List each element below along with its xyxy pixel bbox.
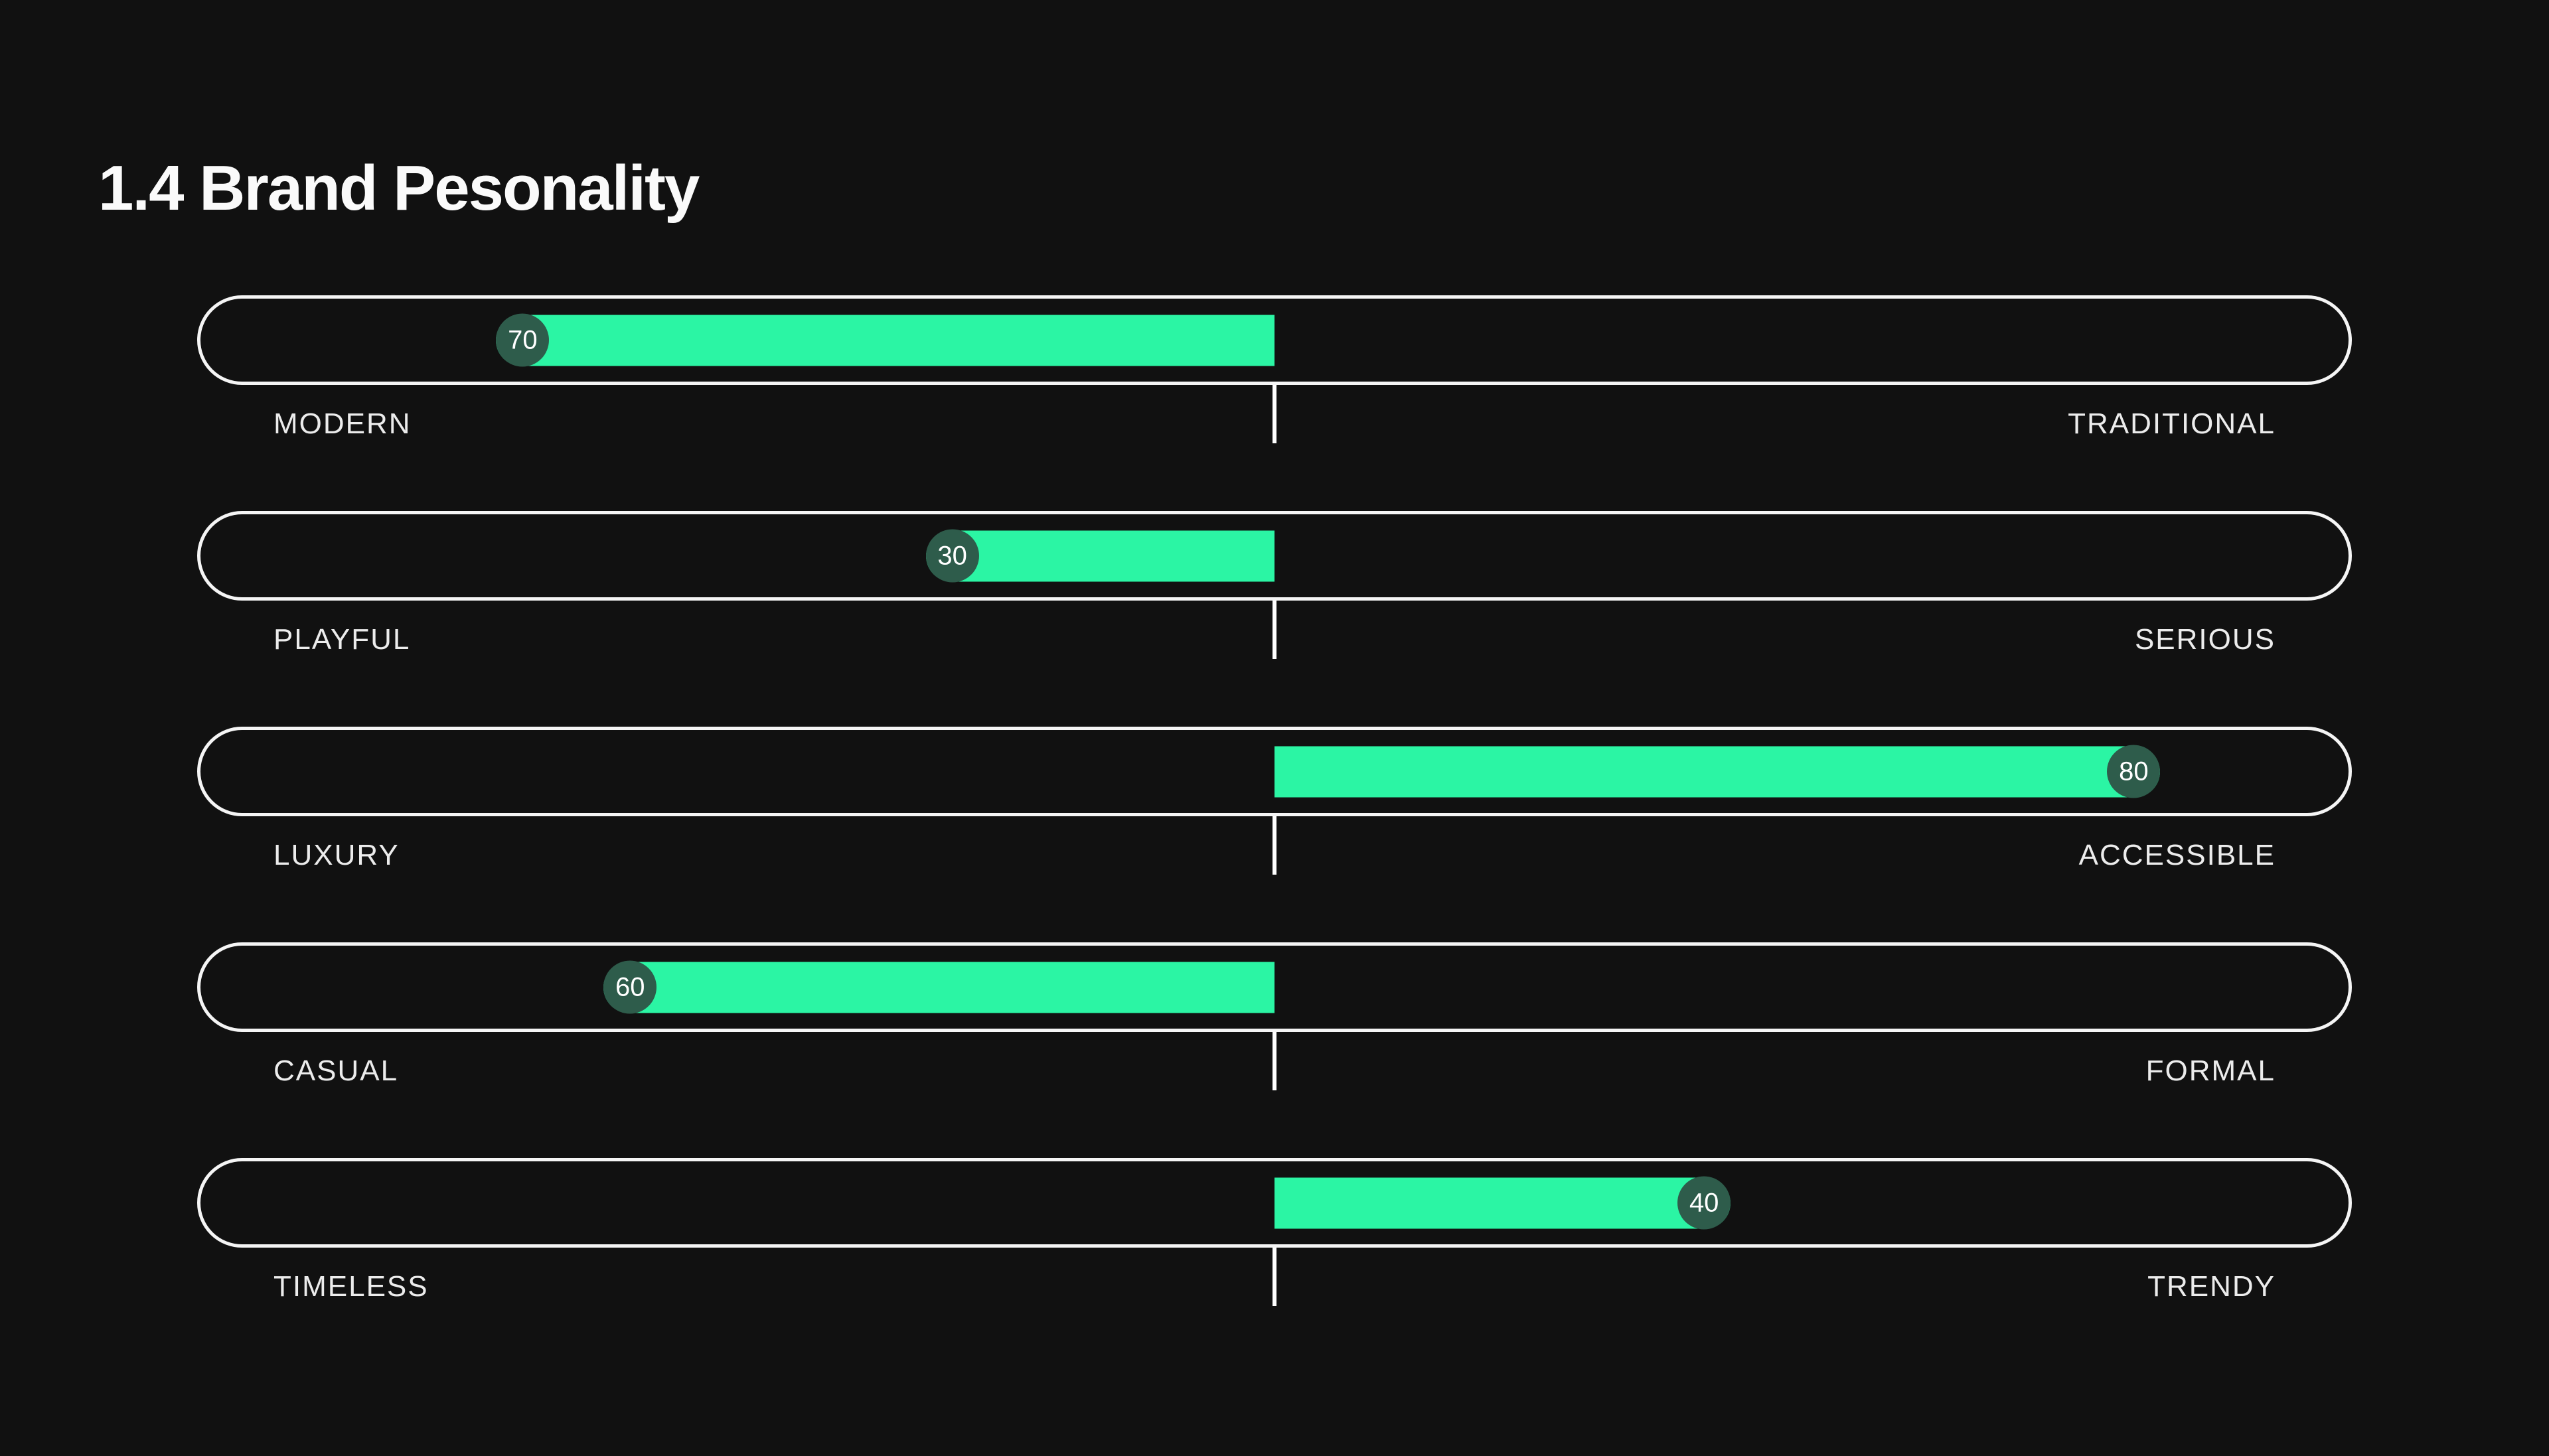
left-pole-label: MODERN [273, 407, 412, 440]
slider-bar-fill: 80 [1274, 745, 2161, 798]
slider-value-badge: 40 [1677, 1176, 1731, 1230]
scale-row-modern-traditional: 70 MODERN TRADITIONAL [197, 295, 2352, 443]
slider-bar-fill: 60 [603, 960, 1274, 1014]
personality-scales: 70 MODERN TRADITIONAL 30 PLAYFUL SERIOUS [197, 295, 2352, 1306]
pole-labels: PLAYFUL SERIOUS [197, 625, 2352, 654]
center-tick [1273, 601, 1276, 659]
page-title: 1.4 Brand Pesonality [98, 153, 700, 224]
center-tick [1273, 385, 1276, 443]
pole-labels: TIMELESS TRENDY [197, 1272, 2352, 1301]
slider-value-badge: 80 [2107, 745, 2161, 798]
right-pole-label: TRADITIONAL [2068, 407, 2276, 440]
scale-row-playful-serious: 30 PLAYFUL SERIOUS [197, 511, 2352, 659]
pole-labels: CASUAL FORMAL [197, 1056, 2352, 1086]
right-pole-label: SERIOUS [2134, 623, 2276, 656]
left-pole-label: CASUAL [273, 1055, 399, 1087]
slider-value-badge: 30 [925, 529, 979, 583]
left-pole-label: TIMELESS [273, 1270, 429, 1303]
slider-track: 70 [197, 295, 2352, 385]
slider-value-badge: 60 [603, 960, 657, 1014]
slider-bar-fill: 70 [496, 313, 1274, 367]
slider-track: 30 [197, 511, 2352, 601]
pole-labels: LUXURY ACCESSIBLE [197, 841, 2352, 870]
slider-track: 60 [197, 942, 2352, 1032]
slider-value-badge: 70 [496, 313, 550, 367]
right-pole-label: FORMAL [2145, 1055, 2276, 1087]
slider-track: 40 [197, 1158, 2352, 1248]
scale-row-timeless-trendy: 40 TIMELESS TRENDY [197, 1158, 2352, 1306]
slider-bar-fill: 30 [925, 529, 1274, 583]
center-tick [1273, 1248, 1276, 1306]
center-tick [1273, 1032, 1276, 1090]
center-tick [1273, 816, 1276, 875]
scale-row-luxury-accessible: 80 LUXURY ACCESSIBLE [197, 727, 2352, 875]
left-pole-label: LUXURY [273, 839, 400, 871]
slider-bar-fill: 40 [1274, 1176, 1731, 1230]
scale-row-casual-formal: 60 CASUAL FORMAL [197, 942, 2352, 1090]
right-pole-label: TRENDY [2147, 1270, 2276, 1303]
right-pole-label: ACCESSIBLE [2078, 839, 2276, 871]
pole-labels: MODERN TRADITIONAL [197, 409, 2352, 439]
left-pole-label: PLAYFUL [273, 623, 411, 656]
slider-track: 80 [197, 727, 2352, 816]
